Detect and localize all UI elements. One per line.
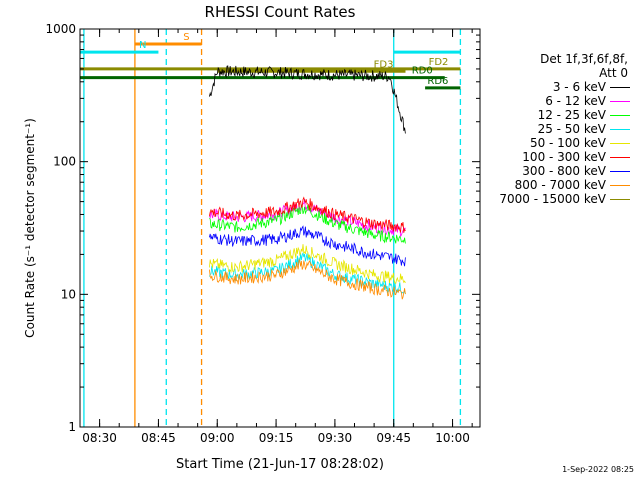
legend-swatch [610,128,630,130]
x-tick-label-09-30: 09:30 [318,431,353,445]
legend-swatch [610,142,630,144]
legend-item-label: 3 - 6 keV [552,80,606,94]
legend-item-25-50-kev: 25 - 50 keV [480,122,630,136]
series-100-300-kev [209,196,406,234]
series-300-800-kev [209,225,406,267]
chart-title: RHESSI Count Rates [205,3,356,21]
legend-item-800-7000-kev: 800 - 7000 keV [480,178,630,192]
y-axis-label: Count Rate (s⁻¹ detector segment⁻¹) [23,118,37,338]
legend-swatch [610,184,630,186]
legend-item-label: 800 - 7000 keV [514,178,606,192]
event-label-fd2: FD2 [429,57,449,68]
x-tick-label-08-45: 08:45 [141,431,176,445]
event-label-rd0: RD0 [412,66,433,77]
legend-rows: 3 - 6 keV 6 - 12 keV 12 - 25 keV 25 - 50 ke… [480,80,630,206]
legend-header-line2: Att 0 [599,66,628,80]
series-800-7000-kev [209,258,406,300]
legend-item-7000-15000-kev: 7000 - 15000 keV [480,192,630,206]
event-label-s: S [183,32,189,43]
legend-item-label: 12 - 25 keV [537,108,606,122]
legend-item-100-300-kev: 100 - 300 keV [480,150,630,164]
plot-frame [79,28,481,428]
x-tick-label-09-00: 09:00 [200,431,235,445]
legend-item-3-6-kev: 3 - 6 keV [480,80,630,94]
series-3-6-kev [209,65,406,134]
legend-swatch [610,100,630,102]
legend-swatch [610,156,630,158]
event-label-rd6: RD6 [427,76,448,87]
series-layer [209,65,406,300]
legend-item-label: 25 - 50 keV [537,122,606,136]
y-tick-label-10: 10 [61,287,76,301]
series-50-100-kev [209,244,406,284]
legend-item-12-25-kev: 12 - 25 keV [480,108,630,122]
x-axis-label: Start Time (21-Jun-17 08:28:02) [176,457,384,472]
series-12-25-kev [209,203,406,244]
legend-item-label: 100 - 300 keV [522,150,606,164]
legend-swatch [610,198,630,200]
y-tick-label-100: 100 [53,155,76,169]
legend-item-label: 300 - 800 keV [522,164,606,178]
series-25-50-kev [209,252,406,295]
legend-swatch [610,86,630,88]
legend-item-50-100-kev: 50 - 100 keV [480,136,630,150]
legend-item-300-800-kev: 300 - 800 keV [480,164,630,178]
x-tick-label-09-15: 09:15 [259,431,294,445]
legend-item-6-12-kev: 6 - 12 keV [480,94,630,108]
legend-item-label: 6 - 12 keV [545,94,606,108]
legend-item-label: 7000 - 15000 keV [499,192,606,206]
legend-swatch [610,170,630,172]
y-tick-label-1: 1 [68,420,76,434]
y-tick-label-1000: 1000 [45,22,76,36]
vlines-layer [83,29,462,427]
footer-date: 1-Sep-2022 08:25 [562,465,634,474]
x-tick-label-10-00: 10:00 [435,431,470,445]
legend-header-line1: Det 1f,3f,6f,8f, [540,52,628,66]
event-label-n: N [139,40,146,51]
ticks-layer: 08:30 08:45 09:00 09:15 09:30 09:45 10:00 1 10 10… [45,22,480,445]
legend: Det 1f,3f,6f,8f, Att 0 3 - 6 keV 6 - 12 k… [480,52,630,206]
event-label-fd3: FD3 [374,59,394,70]
legend-swatch [610,114,630,116]
x-tick-label-08-30: 08:30 [82,431,117,445]
x-tick-label-09-45: 09:45 [376,431,411,445]
legend-item-label: 50 - 100 keV [529,136,606,150]
